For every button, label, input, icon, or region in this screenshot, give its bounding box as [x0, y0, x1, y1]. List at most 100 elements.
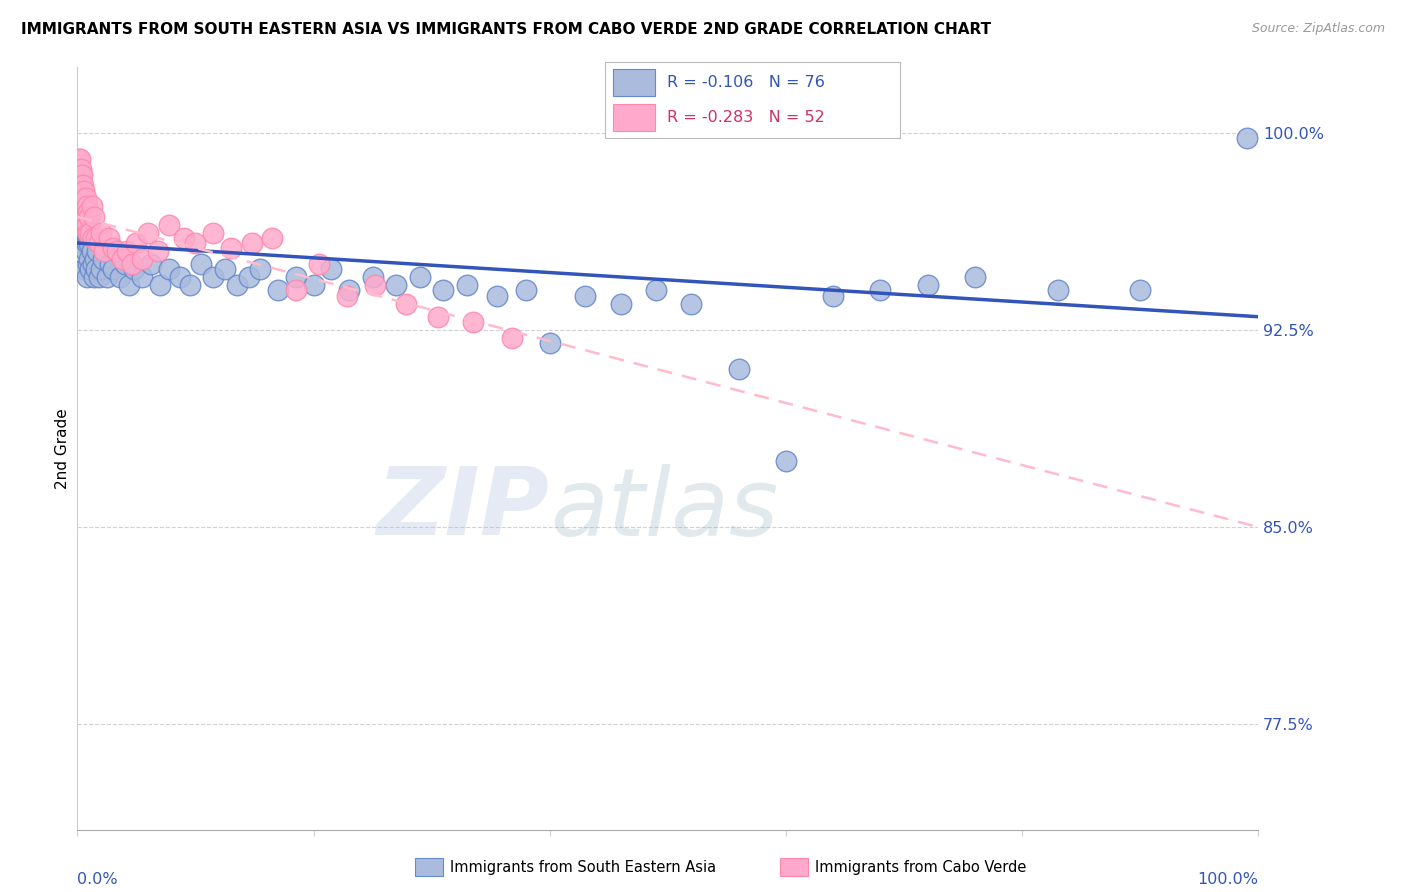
Text: Immigrants from Cabo Verde: Immigrants from Cabo Verde: [815, 860, 1026, 874]
Point: [83, 270, 105, 285]
Text: 0.0%: 0.0%: [77, 871, 118, 887]
Point: [90, 262, 112, 277]
Point: [96, 270, 118, 285]
Text: 100.0%: 100.0%: [1198, 871, 1258, 887]
Point: [72, 199, 94, 213]
Point: [84, 231, 107, 245]
Point: [77, 231, 100, 245]
Point: [70, 184, 93, 198]
Point: [515, 284, 537, 298]
Point: [75, 210, 97, 224]
Text: Immigrants from South Eastern Asia: Immigrants from South Eastern Asia: [450, 860, 716, 874]
Point: [67, 191, 90, 205]
Point: [1046, 284, 1069, 298]
Point: [139, 257, 162, 271]
Point: [249, 262, 271, 277]
Point: [361, 270, 384, 285]
Point: [308, 257, 330, 271]
Point: [456, 278, 478, 293]
Point: [169, 270, 191, 285]
Point: [125, 236, 148, 251]
Point: [86, 244, 108, 258]
Point: [70, 231, 93, 245]
Point: [98, 231, 121, 245]
Point: [869, 284, 891, 298]
Point: [84, 262, 107, 277]
Point: [118, 278, 141, 293]
Point: [69, 152, 91, 166]
Point: [107, 244, 129, 258]
Point: [409, 270, 432, 285]
Point: [202, 226, 225, 240]
Point: [963, 270, 986, 285]
Point: [284, 284, 307, 298]
Point: [67, 178, 90, 193]
Text: R = -0.106   N = 76: R = -0.106 N = 76: [666, 76, 824, 90]
Point: [73, 262, 96, 277]
Point: [432, 284, 454, 298]
Point: [609, 296, 631, 310]
Point: [284, 270, 307, 285]
Point: [122, 262, 145, 277]
Point: [77, 236, 100, 251]
Point: [82, 231, 104, 245]
Text: IMMIGRANTS FROM SOUTH EASTERN ASIA VS IMMIGRANTS FROM CABO VERDE 2ND GRADE CORRE: IMMIGRANTS FROM SOUTH EASTERN ASIA VS IM…: [21, 22, 991, 37]
FancyBboxPatch shape: [613, 70, 655, 95]
Point: [80, 199, 103, 213]
Point: [1129, 284, 1152, 298]
Point: [70, 178, 93, 193]
Point: [79, 262, 101, 277]
Point: [105, 244, 128, 258]
Point: [73, 199, 96, 213]
Point: [238, 270, 260, 285]
Point: [190, 257, 212, 271]
Point: [538, 336, 561, 351]
Point: [73, 218, 96, 232]
Point: [108, 270, 131, 285]
Point: [159, 262, 181, 277]
Point: [93, 244, 115, 258]
Point: [72, 178, 94, 193]
Point: [1236, 131, 1258, 145]
Point: [240, 236, 263, 251]
Point: [70, 162, 93, 177]
Point: [136, 226, 159, 240]
Point: [727, 362, 749, 376]
Point: [72, 236, 94, 251]
Point: [76, 218, 98, 232]
Point: [681, 296, 703, 310]
Point: [426, 310, 449, 324]
Point: [70, 210, 93, 224]
Point: [80, 244, 103, 258]
Point: [84, 252, 107, 266]
Point: [574, 288, 596, 302]
Text: R = -0.283   N = 52: R = -0.283 N = 52: [666, 110, 824, 125]
Point: [775, 454, 797, 468]
Point: [917, 278, 939, 293]
Point: [83, 210, 105, 224]
Point: [75, 244, 97, 258]
Point: [70, 184, 93, 198]
Point: [111, 252, 134, 266]
Point: [395, 296, 418, 310]
Point: [219, 241, 242, 255]
Point: [75, 191, 97, 205]
Point: [101, 262, 124, 277]
Point: [485, 288, 508, 302]
Point: [79, 226, 101, 240]
Point: [70, 204, 93, 219]
FancyBboxPatch shape: [613, 104, 655, 130]
Point: [645, 284, 668, 298]
Point: [70, 168, 93, 182]
Point: [77, 210, 100, 224]
Point: [77, 226, 100, 240]
Point: [149, 278, 172, 293]
Point: [82, 257, 104, 271]
Point: [159, 218, 181, 232]
Point: [184, 236, 207, 251]
Point: [214, 262, 236, 277]
Point: [114, 257, 136, 271]
Point: [77, 257, 100, 271]
Point: [77, 204, 100, 219]
Point: [76, 270, 98, 285]
